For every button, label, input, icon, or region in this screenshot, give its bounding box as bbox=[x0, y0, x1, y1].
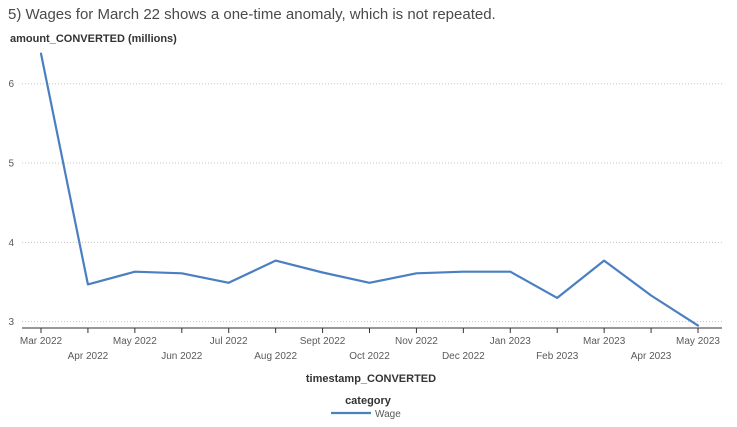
x-tick-label: Dec 2022 bbox=[442, 351, 485, 362]
x-tick-label: Jul 2022 bbox=[210, 336, 248, 347]
x-tick-label: Jun 2022 bbox=[161, 351, 203, 362]
axis-layer bbox=[22, 327, 722, 333]
x-tick-label: Apr 2022 bbox=[68, 351, 109, 362]
x-tick-label: Mar 2022 bbox=[20, 336, 63, 347]
series-layer bbox=[39, 52, 700, 327]
legend-title: category bbox=[345, 395, 392, 407]
chart-title: 5) Wages for March 22 shows a one-time a… bbox=[8, 6, 496, 23]
series-line-wage bbox=[39, 52, 700, 327]
y-tick-label: 6 bbox=[8, 79, 14, 90]
legend-label-wage: Wage bbox=[375, 409, 401, 420]
x-tick-label: Oct 2022 bbox=[349, 351, 390, 362]
y-axis-label: amount_CONVERTED (millions) bbox=[10, 33, 177, 45]
x-tick-label: May 2022 bbox=[113, 336, 157, 347]
x-axis-label: timestamp_CONVERTED bbox=[306, 373, 436, 385]
y-tick-label: 5 bbox=[8, 159, 14, 170]
y-tick-label: 3 bbox=[8, 317, 14, 328]
grid-layer bbox=[22, 83, 722, 323]
x-tick-labels: Mar 2022 Apr 2022 May 2022 Jun 2022 Jul 2022… bbox=[20, 336, 721, 362]
x-tick-label: May 2023 bbox=[676, 336, 720, 347]
x-tick-label: Feb 2023 bbox=[536, 351, 579, 362]
x-tick-label: Nov 2022 bbox=[395, 336, 438, 347]
x-tick-label: Sept 2022 bbox=[300, 336, 346, 347]
y-tick-label: 4 bbox=[8, 238, 14, 249]
y-tick-labels: 3 4 5 6 bbox=[8, 79, 14, 328]
x-tick-label: Apr 2023 bbox=[631, 351, 672, 362]
x-tick-label: Aug 2022 bbox=[254, 351, 297, 362]
x-tick-label: Jan 2023 bbox=[490, 336, 532, 347]
x-tick-label: Mar 2023 bbox=[583, 336, 626, 347]
legend: category Wage bbox=[331, 395, 401, 420]
